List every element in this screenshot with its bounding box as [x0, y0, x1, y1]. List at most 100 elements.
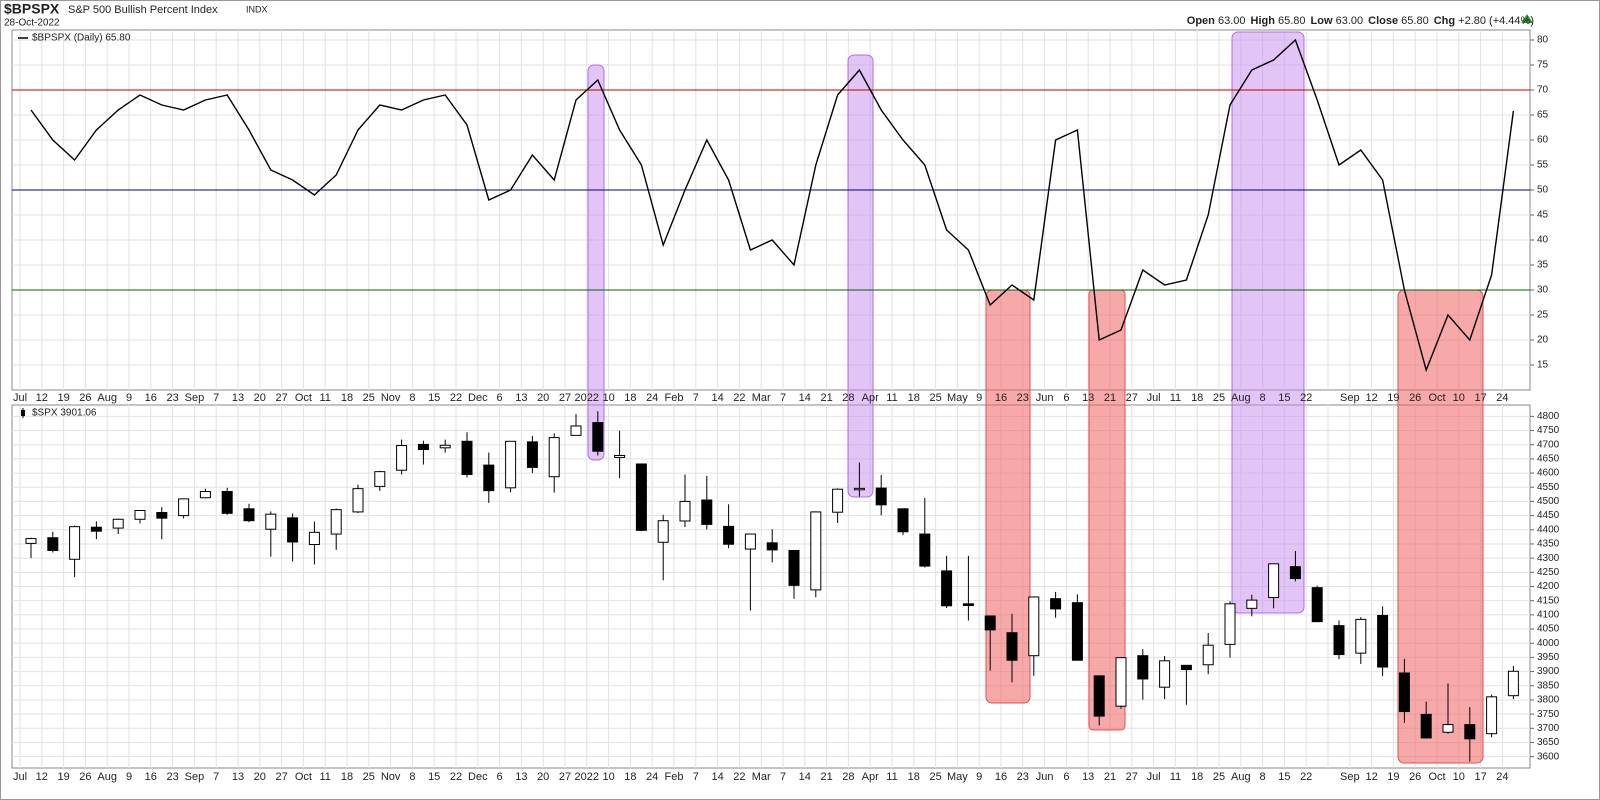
x-tick-label: 16 [995, 771, 1007, 783]
y-tick-label: 4050 [1537, 624, 1560, 635]
x-tick-label: 11 [886, 392, 897, 404]
x-tick-label: 15 [1278, 392, 1290, 404]
x-tick-label: 18 [341, 771, 353, 783]
x-tick-label: 12 [1365, 771, 1377, 783]
y-tick-label: 80 [1537, 35, 1549, 46]
x-tick-label: 28 [842, 392, 854, 404]
y-tick-label: 55 [1537, 160, 1549, 171]
candle-body [853, 487, 865, 491]
candle-body [1377, 614, 1389, 668]
stat: Low 63.00 [1311, 15, 1364, 27]
candle-body [1268, 563, 1280, 599]
x-tick-label: 21 [820, 392, 832, 404]
x-tick-label: 24 [646, 771, 658, 783]
x-tick-label: 26 [79, 771, 91, 783]
x-tick-label: 18 [341, 392, 353, 404]
candle-body [766, 542, 778, 551]
x-tick-label: 25 [1213, 392, 1225, 404]
x-tick-label: 22 [450, 771, 462, 783]
x-tick-label: Mar [752, 392, 771, 404]
x-tick-label: Sep [185, 771, 205, 783]
x-tick-label: 28 [842, 771, 854, 783]
x-tick-label: 24 [1496, 392, 1508, 404]
x-tick-label: 15 [428, 392, 440, 404]
y-tick-label: 4750 [1537, 425, 1560, 436]
candle-body [1115, 657, 1127, 707]
x-tick-label: 11 [319, 771, 330, 783]
x-tick-label: Oct [295, 771, 312, 783]
y-tick-label: 75 [1537, 60, 1549, 71]
candle-body [810, 511, 822, 591]
candle-body [1006, 632, 1018, 661]
x-tick-label: 25 [363, 771, 375, 783]
stat-value: +2.80 (+4.44%) [1458, 15, 1534, 27]
candle-body [1246, 599, 1258, 609]
candle-body [1071, 602, 1083, 661]
y-tick-label: 4550 [1537, 482, 1560, 493]
x-tick-label: 19 [1387, 771, 1399, 783]
x-tick-label: 9 [126, 771, 132, 783]
candle-body [1159, 660, 1171, 688]
x-tick-label: 25 [363, 392, 375, 404]
candle-body [1202, 644, 1214, 666]
candle-body [1137, 655, 1149, 680]
x-tick-label: 18 [1191, 771, 1203, 783]
x-tick-label: 18 [1191, 392, 1203, 404]
y-tick-label: 4300 [1537, 553, 1560, 564]
candle-body [439, 444, 451, 449]
x-tick-label: Aug [97, 392, 117, 404]
x-tick-label: 23 [166, 771, 178, 783]
highlight [1231, 31, 1305, 614]
y-tick-label: 4700 [1537, 439, 1560, 450]
x-tick-label: 19 [1387, 392, 1399, 404]
x-tick-label: 18 [624, 392, 636, 404]
y-tick-label: 45 [1537, 210, 1549, 221]
x-tick-label: 22 [1300, 771, 1312, 783]
y-tick-label: 4100 [1537, 610, 1560, 621]
x-tick-label: 27 [1126, 392, 1138, 404]
x-tick-label: 8 [409, 771, 415, 783]
x-tick-label: 21 [1104, 392, 1116, 404]
x-tick-label: May [947, 771, 968, 783]
x-tick-label: 2022 [575, 392, 599, 404]
candle-body [1028, 596, 1040, 657]
x-tick-label: 22 [733, 771, 745, 783]
y-tick-label: 4500 [1537, 496, 1560, 507]
x-tick-label: 27 [275, 771, 287, 783]
x-tick-label: Aug [97, 771, 117, 783]
x-tick-label: Aug [1231, 392, 1251, 404]
y-tick-label: 4000 [1537, 638, 1560, 649]
x-tick-label: 22 [1300, 392, 1312, 404]
x-tick-label: Mar [752, 771, 771, 783]
candle-body [112, 518, 124, 529]
x-tick-label: 6 [1063, 771, 1069, 783]
highlight [847, 54, 874, 498]
highlights [587, 31, 1484, 764]
candle-body [178, 498, 190, 517]
legend-swatch [21, 410, 25, 416]
x-tick-label: 27 [275, 392, 287, 404]
x-tick-label: 14 [799, 392, 811, 404]
date: 28-Oct-2022 [4, 18, 60, 29]
x-tick-label: Oct [295, 392, 312, 404]
y-tick-label: 15 [1537, 360, 1549, 371]
x-tick-label: 2022 [575, 771, 599, 783]
stat: Open 63.00 [1187, 15, 1246, 27]
candle-body [1398, 672, 1410, 713]
candle-body [308, 531, 320, 546]
symbol: $BPSPX [4, 1, 60, 17]
stat-value: 63.00 [1217, 15, 1246, 27]
x-tick-label: 7 [213, 771, 219, 783]
x-tick-label: 22 [733, 392, 745, 404]
x-tick-label: 13 [1082, 392, 1094, 404]
x-tick-label: 8 [409, 392, 415, 404]
x-tick-label: Jun [1036, 392, 1054, 404]
x-tick-label: 25 [929, 771, 941, 783]
candle-body [679, 500, 691, 522]
candle-body [1311, 587, 1323, 623]
x-tick-label: 15 [1278, 771, 1290, 783]
candle-body [287, 517, 299, 543]
x-tick-label: 11 [886, 771, 897, 783]
candle-body [483, 464, 495, 492]
x-tick-label: Sep [185, 392, 205, 404]
